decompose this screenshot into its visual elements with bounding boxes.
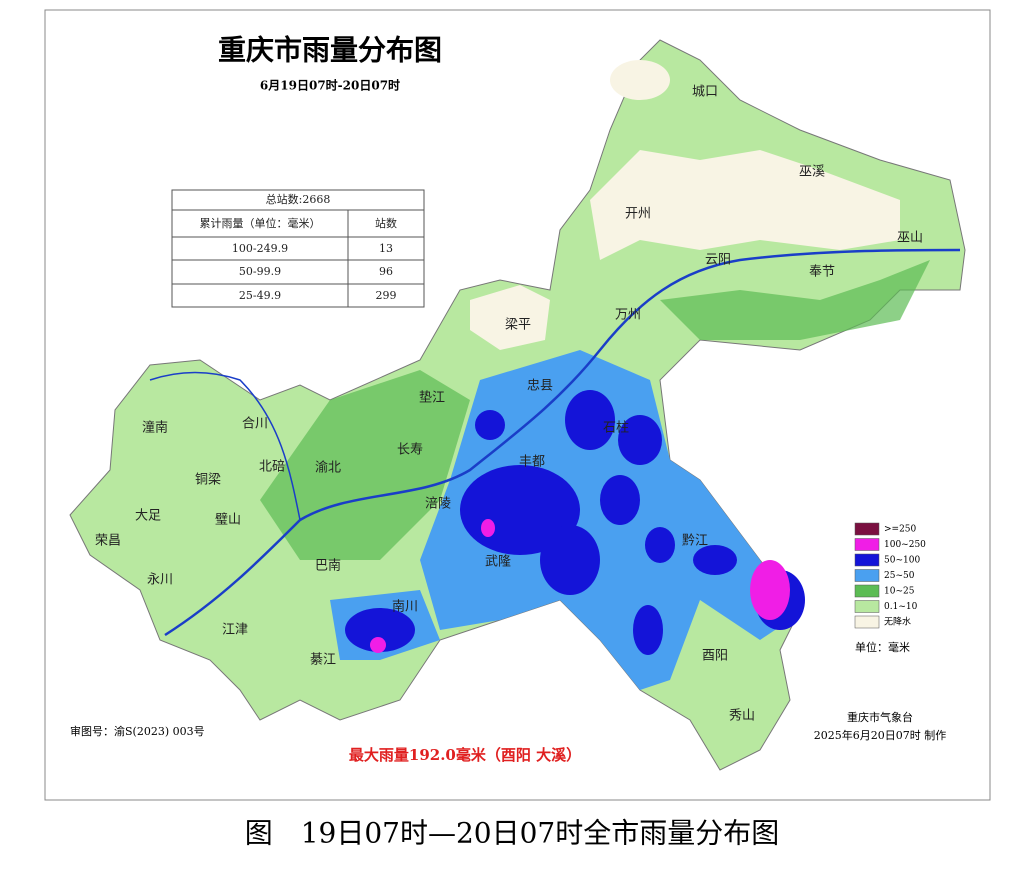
place-label: 荣昌 xyxy=(95,534,121,549)
place-label: 万州 xyxy=(615,308,641,323)
table-cell: 13 xyxy=(379,242,393,255)
place-label: 长寿 xyxy=(397,443,423,458)
heavy-rain-area xyxy=(693,545,737,575)
figure-caption: 图 19日07时—20日07时全市雨量分布图 xyxy=(245,817,780,850)
legend-swatch xyxy=(854,615,880,629)
table-cell: 299 xyxy=(376,289,397,302)
place-label: 巴南 xyxy=(315,558,341,574)
very-heavy-rain-area xyxy=(370,637,386,653)
place-label: 巫山 xyxy=(897,231,923,246)
place-label: 璧山 xyxy=(215,512,241,528)
table-cell: 25-49.9 xyxy=(239,289,281,302)
max-rain-note: 最大雨量192.0毫米（酉阳 大溪） xyxy=(349,746,581,764)
heavy-rain-area xyxy=(345,608,415,652)
table-total: 总站数:2668 xyxy=(266,192,331,206)
place-label: 巫溪 xyxy=(799,165,825,180)
rain-area xyxy=(660,260,930,340)
map-subtitle: 6月19日07时-20日07时 xyxy=(260,78,400,93)
place-label: 忠县 xyxy=(527,379,553,394)
approval-number: 审图号：渝S(2023) 003号 xyxy=(70,724,205,738)
legend-swatch xyxy=(854,584,880,598)
place-label: 铜梁 xyxy=(195,473,221,488)
legend-label: 50~100 xyxy=(884,556,920,566)
no-rain-area xyxy=(610,60,670,100)
no-rain-area xyxy=(470,285,550,350)
place-label: 合川 xyxy=(242,417,268,432)
heavy-rain-area xyxy=(633,605,663,655)
agency: 重庆市气象台 xyxy=(847,710,913,724)
map xyxy=(69,39,966,771)
heavy-rain-area xyxy=(645,527,675,563)
place-label: 永川 xyxy=(147,573,173,588)
place-label: 北碚 xyxy=(259,460,285,475)
place-label: 奉节 xyxy=(809,265,835,280)
very-heavy-rain-area xyxy=(481,519,495,537)
legend-swatch xyxy=(854,522,880,536)
place-label: 武隆 xyxy=(485,555,511,570)
place-label: 綦江 xyxy=(310,653,336,668)
made-time: 2025年6月20日07时 制作 xyxy=(814,728,946,742)
place-label: 垫江 xyxy=(419,390,445,406)
place-label: 大足 xyxy=(135,509,161,524)
legend-label: >=250 xyxy=(884,525,917,535)
heavy-rain-area xyxy=(565,390,615,450)
legend-label: 100~250 xyxy=(884,540,926,550)
table-header: 累计雨量（单位：毫米） xyxy=(200,216,321,230)
place-label: 黔江 xyxy=(682,534,708,549)
place-label: 潼南 xyxy=(142,420,168,436)
legend-label: 10~25 xyxy=(884,587,915,597)
table-cell: 50-99.9 xyxy=(239,265,281,278)
legend-swatch xyxy=(854,600,880,613)
place-label: 酉阳 xyxy=(702,649,728,664)
legend-label: 25~50 xyxy=(884,571,915,581)
legend-swatch xyxy=(854,553,880,567)
place-label: 城口 xyxy=(692,85,718,100)
place-label: 秀山 xyxy=(729,709,755,724)
no-rain-area xyxy=(590,150,900,260)
legend-label: 无降水 xyxy=(884,616,911,628)
heavy-rain-area xyxy=(475,410,505,440)
stats-table: 总站数:2668 累计雨量（单位：毫米） 站数 100-249.9 13 50-… xyxy=(171,189,425,308)
place-label: 石柱 xyxy=(603,421,629,436)
river xyxy=(164,248,961,637)
place-label: 云阳 xyxy=(705,253,731,268)
place-label: 梁平 xyxy=(505,318,531,333)
table-header: 站数 xyxy=(375,216,397,230)
legend-unit: 单位：毫米 xyxy=(855,640,910,654)
legend-swatch xyxy=(854,538,880,551)
map-title: 重庆市雨量分布图 xyxy=(218,34,442,67)
legend-swatch xyxy=(854,569,880,582)
place-label: 南川 xyxy=(392,599,418,615)
heavy-rain-area xyxy=(540,525,600,595)
legend-label: 0.1~10 xyxy=(884,602,918,612)
legend: >=250 100~250 50~100 25~50 10~25 0.1~10 无降水 xyxy=(854,522,926,629)
river xyxy=(149,371,301,521)
place-label: 开州 xyxy=(625,207,651,222)
place-label: 涪陵 xyxy=(425,497,451,512)
table-cell: 100-249.9 xyxy=(232,242,288,255)
heavy-rain-area xyxy=(618,415,662,465)
very-heavy-rain-area xyxy=(750,560,790,620)
place-label: 渝北 xyxy=(315,460,341,476)
heavy-rain-area xyxy=(600,475,640,525)
place-label: 丰都 xyxy=(519,455,545,470)
table-cell: 96 xyxy=(379,265,393,278)
place-label: 江津 xyxy=(222,623,248,638)
